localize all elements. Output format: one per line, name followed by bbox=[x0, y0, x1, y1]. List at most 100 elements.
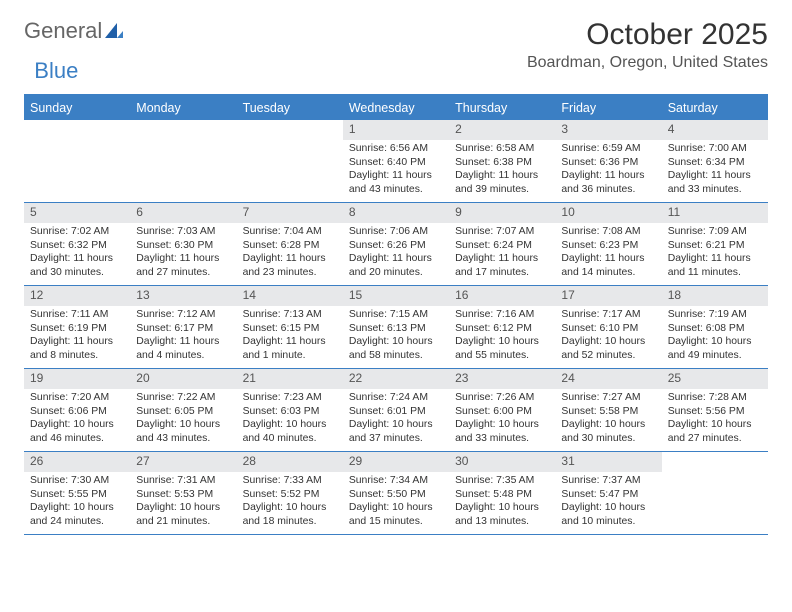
day-line: Sunrise: 7:33 AM bbox=[243, 474, 337, 488]
day-number: 22 bbox=[343, 369, 449, 389]
day-number: 6 bbox=[130, 203, 236, 223]
day-line: Sunrise: 7:24 AM bbox=[349, 391, 443, 405]
day-text: Sunrise: 7:27 AMSunset: 5:58 PMDaylight:… bbox=[555, 389, 661, 450]
day-text: Sunrise: 7:09 AMSunset: 6:21 PMDaylight:… bbox=[662, 223, 768, 284]
day-header-fri: Friday bbox=[555, 96, 661, 120]
day-number: 14 bbox=[237, 286, 343, 306]
day-line: Sunset: 6:10 PM bbox=[561, 322, 655, 336]
day-line: Daylight: 10 hours bbox=[30, 418, 124, 432]
day-text: Sunrise: 7:07 AMSunset: 6:24 PMDaylight:… bbox=[449, 223, 555, 284]
day-cell: 19Sunrise: 7:20 AMSunset: 6:06 PMDayligh… bbox=[24, 369, 130, 451]
day-line: Sunset: 5:56 PM bbox=[668, 405, 762, 419]
day-line: Sunrise: 7:30 AM bbox=[30, 474, 124, 488]
day-cell bbox=[24, 120, 130, 202]
week-row: 19Sunrise: 7:20 AMSunset: 6:06 PMDayligh… bbox=[24, 369, 768, 452]
day-line: and 55 minutes. bbox=[455, 349, 549, 363]
day-cell: 24Sunrise: 7:27 AMSunset: 5:58 PMDayligh… bbox=[555, 369, 661, 451]
weeks-container: 1Sunrise: 6:56 AMSunset: 6:40 PMDaylight… bbox=[24, 120, 768, 535]
day-text: Sunrise: 7:12 AMSunset: 6:17 PMDaylight:… bbox=[130, 306, 236, 367]
day-line: Daylight: 10 hours bbox=[349, 418, 443, 432]
day-line: Sunset: 6:15 PM bbox=[243, 322, 337, 336]
day-header-sat: Saturday bbox=[662, 96, 768, 120]
logo-blue: Blue bbox=[34, 58, 78, 84]
day-text: Sunrise: 6:58 AMSunset: 6:38 PMDaylight:… bbox=[449, 140, 555, 201]
day-line: Daylight: 10 hours bbox=[561, 418, 655, 432]
day-line: Daylight: 10 hours bbox=[668, 418, 762, 432]
day-line: and 46 minutes. bbox=[30, 432, 124, 446]
day-line: Sunrise: 7:31 AM bbox=[136, 474, 230, 488]
day-number: 1 bbox=[343, 120, 449, 140]
day-line: Daylight: 10 hours bbox=[455, 501, 549, 515]
day-line: and 14 minutes. bbox=[561, 266, 655, 280]
day-line: Sunset: 6:34 PM bbox=[668, 156, 762, 170]
day-line: and 33 minutes. bbox=[668, 183, 762, 197]
day-cell: 3Sunrise: 6:59 AMSunset: 6:36 PMDaylight… bbox=[555, 120, 661, 202]
day-line: Sunset: 6:00 PM bbox=[455, 405, 549, 419]
day-text: Sunrise: 6:59 AMSunset: 6:36 PMDaylight:… bbox=[555, 140, 661, 201]
day-line: Daylight: 10 hours bbox=[668, 335, 762, 349]
day-cell: 28Sunrise: 7:33 AMSunset: 5:52 PMDayligh… bbox=[237, 452, 343, 534]
day-number: 11 bbox=[662, 203, 768, 223]
day-number: 7 bbox=[237, 203, 343, 223]
day-number: 25 bbox=[662, 369, 768, 389]
day-line: Sunrise: 7:00 AM bbox=[668, 142, 762, 156]
day-line: Sunrise: 7:23 AM bbox=[243, 391, 337, 405]
week-row: 1Sunrise: 6:56 AMSunset: 6:40 PMDaylight… bbox=[24, 120, 768, 203]
day-cell: 15Sunrise: 7:15 AMSunset: 6:13 PMDayligh… bbox=[343, 286, 449, 368]
day-text: Sunrise: 6:56 AMSunset: 6:40 PMDaylight:… bbox=[343, 140, 449, 201]
day-cell bbox=[237, 120, 343, 202]
day-number: 27 bbox=[130, 452, 236, 472]
day-line: and 8 minutes. bbox=[30, 349, 124, 363]
day-line: and 30 minutes. bbox=[561, 432, 655, 446]
day-line: Daylight: 11 hours bbox=[349, 252, 443, 266]
day-line: and 43 minutes. bbox=[136, 432, 230, 446]
day-text: Sunrise: 7:00 AMSunset: 6:34 PMDaylight:… bbox=[662, 140, 768, 201]
day-number: 26 bbox=[24, 452, 130, 472]
day-text: Sunrise: 7:28 AMSunset: 5:56 PMDaylight:… bbox=[662, 389, 768, 450]
day-cell: 7Sunrise: 7:04 AMSunset: 6:28 PMDaylight… bbox=[237, 203, 343, 285]
day-line: Daylight: 11 hours bbox=[243, 252, 337, 266]
day-line: Daylight: 10 hours bbox=[243, 418, 337, 432]
day-line: Sunset: 6:08 PM bbox=[668, 322, 762, 336]
day-number: 8 bbox=[343, 203, 449, 223]
day-line: Sunset: 5:55 PM bbox=[30, 488, 124, 502]
day-line: Daylight: 10 hours bbox=[561, 501, 655, 515]
day-text: Sunrise: 7:15 AMSunset: 6:13 PMDaylight:… bbox=[343, 306, 449, 367]
day-line: and 36 minutes. bbox=[561, 183, 655, 197]
day-line: Daylight: 10 hours bbox=[455, 335, 549, 349]
day-line: Sunrise: 7:03 AM bbox=[136, 225, 230, 239]
day-line: Sunset: 6:13 PM bbox=[349, 322, 443, 336]
day-line: Sunset: 6:32 PM bbox=[30, 239, 124, 253]
day-number: 16 bbox=[449, 286, 555, 306]
day-line: Sunrise: 6:58 AM bbox=[455, 142, 549, 156]
day-cell: 9Sunrise: 7:07 AMSunset: 6:24 PMDaylight… bbox=[449, 203, 555, 285]
day-line: and 18 minutes. bbox=[243, 515, 337, 529]
logo: General bbox=[24, 18, 124, 44]
day-line: and 43 minutes. bbox=[349, 183, 443, 197]
day-line: Daylight: 10 hours bbox=[243, 501, 337, 515]
day-line: Sunset: 5:48 PM bbox=[455, 488, 549, 502]
day-text: Sunrise: 7:13 AMSunset: 6:15 PMDaylight:… bbox=[237, 306, 343, 367]
day-line: Daylight: 11 hours bbox=[561, 252, 655, 266]
calendar: Sunday Monday Tuesday Wednesday Thursday… bbox=[24, 94, 768, 535]
day-line: and 21 minutes. bbox=[136, 515, 230, 529]
day-line: Sunset: 6:21 PM bbox=[668, 239, 762, 253]
day-cell: 18Sunrise: 7:19 AMSunset: 6:08 PMDayligh… bbox=[662, 286, 768, 368]
day-text: Sunrise: 7:06 AMSunset: 6:26 PMDaylight:… bbox=[343, 223, 449, 284]
day-line: Daylight: 11 hours bbox=[561, 169, 655, 183]
day-text: Sunrise: 7:26 AMSunset: 6:00 PMDaylight:… bbox=[449, 389, 555, 450]
day-line: Sunset: 6:30 PM bbox=[136, 239, 230, 253]
day-number: 29 bbox=[343, 452, 449, 472]
day-text: Sunrise: 7:03 AMSunset: 6:30 PMDaylight:… bbox=[130, 223, 236, 284]
day-cell: 5Sunrise: 7:02 AMSunset: 6:32 PMDaylight… bbox=[24, 203, 130, 285]
week-row: 26 Sunrise: 7:30 AMSunset: 5:55 PM Dayligh… bbox=[24, 452, 768, 535]
day-number: 31 bbox=[555, 452, 661, 472]
day-line: Sunrise: 7:37 AM bbox=[561, 474, 655, 488]
day-line: and 39 minutes. bbox=[455, 183, 549, 197]
day-line: and 1 minute. bbox=[243, 349, 337, 363]
day-number: 21 bbox=[237, 369, 343, 389]
day-cell: 30Sunrise: 7:35 AMSunset: 5:48 PMDayligh… bbox=[449, 452, 555, 534]
day-cell: 4Sunrise: 7:00 AMSunset: 6:34 PMDaylight… bbox=[662, 120, 768, 202]
day-line: Daylight: 11 hours bbox=[30, 252, 124, 266]
week-row: 5Sunrise: 7:02 AMSunset: 6:32 PMDaylight… bbox=[24, 203, 768, 286]
